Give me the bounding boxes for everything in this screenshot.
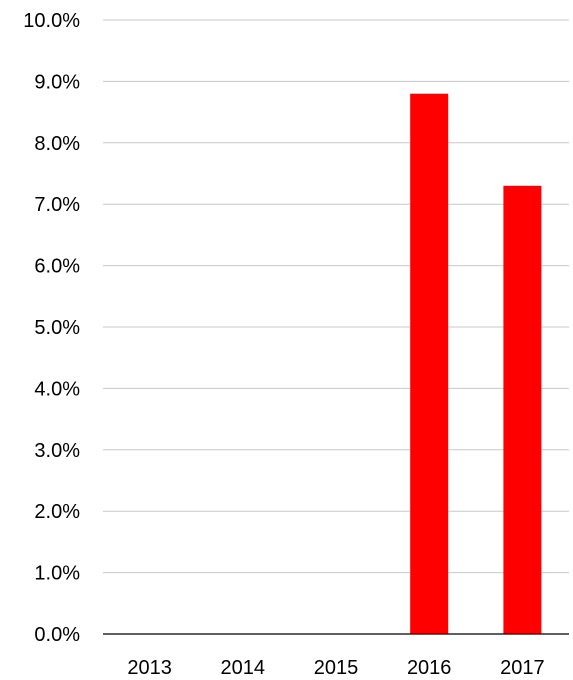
y-tick-label: 5.0% [34,317,80,339]
bar-2016 [410,93,449,635]
y-tick-label: 8.0% [34,133,80,155]
y-axis-tick-labels: 0.0% 1.0% 2.0% 3.0% 4.0% 5.0% 6.0% 7.0% 8.0% 9.0%… [23,10,80,646]
y-tick-label: 2.0% [34,501,80,523]
y-tick-label: 9.0% [34,71,80,93]
y-tick-label: 4.0% [34,378,80,400]
y-tick-label: 6.0% [34,256,80,278]
bar-2017 [503,185,542,634]
y-tick-label: 0.0% [34,624,80,646]
x-tick-label: 2017 [500,657,545,679]
x-tick-label: 2015 [314,657,359,679]
x-axis-tick-labels: 2013 2014 2015 2016 2017 [127,657,544,679]
x-tick-label: 2016 [407,657,452,679]
y-tick-label: 1.0% [34,563,80,585]
y-tick-label: 3.0% [34,440,80,462]
x-tick-label: 2013 [127,657,172,679]
bars [410,93,542,635]
y-tick-label: 7.0% [34,194,80,216]
gridlines [103,19,569,574]
x-tick-label: 2014 [221,657,266,679]
y-tick-label: 10.0% [23,10,80,32]
